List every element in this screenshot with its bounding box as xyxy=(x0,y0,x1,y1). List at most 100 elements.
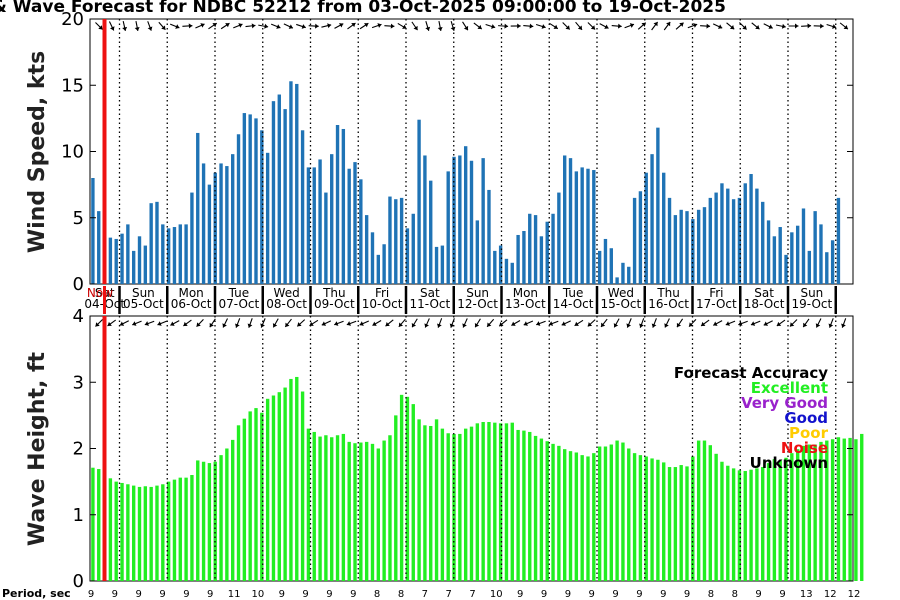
wave-direction-arrow-icon xyxy=(600,318,608,328)
wind-bar xyxy=(364,215,369,284)
wind-bar xyxy=(300,130,305,284)
wind-bar xyxy=(784,254,788,284)
wind-bar xyxy=(662,172,666,284)
wind-bar xyxy=(650,154,654,284)
wind-bar xyxy=(446,171,450,285)
wave-bar xyxy=(242,418,247,581)
wave-bar xyxy=(114,481,118,582)
wave-bar xyxy=(370,443,375,581)
wave-bar xyxy=(143,486,148,581)
wind-bar xyxy=(440,245,445,284)
wind-bar xyxy=(91,178,95,284)
legend-title: Forecast Accuracy xyxy=(674,364,828,382)
wind-bar xyxy=(708,197,712,285)
wind-direction-arrow-icon xyxy=(813,23,824,29)
wave-y-tick-label: 3 xyxy=(73,372,84,393)
wave-bar xyxy=(394,415,398,582)
wave-bar xyxy=(597,446,602,581)
wind-bar xyxy=(120,233,124,284)
wave-direction-arrow-icon xyxy=(424,318,430,328)
wind-bar xyxy=(679,209,683,284)
wind-bar xyxy=(563,155,567,284)
wave-direction-arrow-icon xyxy=(196,318,204,328)
wind-bar xyxy=(481,158,485,285)
wave-bar xyxy=(312,431,316,581)
wave-bar xyxy=(260,412,264,581)
wind-direction-arrow-icon xyxy=(751,22,760,30)
chart-title: & Wave Forecast for NDBC 52212 from 03-O… xyxy=(0,0,726,17)
wind-direction-arrow-icon xyxy=(450,21,456,31)
date-strip-date: 14-Oct xyxy=(553,297,594,311)
legend-poor: Poor xyxy=(789,424,829,442)
wind-direction-arrow-icon xyxy=(535,23,546,29)
wave-direction-arrow-icon xyxy=(144,320,155,326)
wind-bar xyxy=(644,172,648,284)
wave-y-tick-label: 0 xyxy=(73,571,84,592)
wind-direction-arrow-icon xyxy=(687,23,698,29)
wave-bar xyxy=(149,486,153,581)
wind-bar xyxy=(830,240,835,284)
period-value: 7 xyxy=(446,589,452,600)
wave-direction-arrow-icon xyxy=(132,320,142,326)
wind-direction-arrow-icon xyxy=(651,21,659,31)
wave-y-tick-label: 1 xyxy=(73,505,84,526)
date-strip-day: Sat xyxy=(420,286,440,300)
date-strip-date: 09-Oct xyxy=(314,297,355,311)
wave-bar xyxy=(330,437,334,581)
wave-bar xyxy=(359,442,363,581)
wave-bar xyxy=(469,426,474,581)
wave-bar xyxy=(231,439,235,581)
wave-bar xyxy=(644,456,648,581)
wave-bar xyxy=(137,486,142,581)
period-value: 9 xyxy=(279,589,285,600)
wave-bar xyxy=(219,455,223,582)
wind-direction-arrow-icon xyxy=(523,23,534,29)
wind-direction-arrow-icon xyxy=(195,23,205,29)
period-value: 8 xyxy=(398,589,404,600)
wind-direction-arrow-icon xyxy=(258,23,269,29)
wave-bar xyxy=(726,465,730,581)
wind-bar xyxy=(254,118,258,285)
period-value: 9 xyxy=(636,589,642,600)
wave-bar xyxy=(196,460,200,581)
wind-y-tick-label: 15 xyxy=(61,75,84,96)
wave-bar xyxy=(463,428,468,582)
wind-direction-arrow-icon xyxy=(296,23,306,29)
wave-direction-arrow-icon xyxy=(498,319,508,327)
wave-direction-arrow-icon xyxy=(828,318,834,328)
wind-bar xyxy=(551,213,555,284)
wave-direction-arrow-icon xyxy=(474,318,481,328)
wave-bar xyxy=(254,408,258,581)
wave-bar xyxy=(592,453,596,581)
wave-bar xyxy=(667,467,672,581)
wave-bar xyxy=(749,469,753,581)
wave-bar xyxy=(481,422,485,581)
wind-direction-arrow-icon xyxy=(270,23,281,29)
wave-direction-arrow-icon xyxy=(688,319,697,327)
wind-direction-arrow-icon xyxy=(122,21,128,31)
wind-bar xyxy=(434,246,439,284)
wave-direction-arrow-icon xyxy=(296,319,306,327)
wind-bar xyxy=(749,174,753,284)
wind-y-tick-label: 0 xyxy=(73,274,84,295)
wind-direction-arrow-icon xyxy=(775,23,786,29)
period-row: 9 9 9 9 9 9 11 10 9 9 9 9 8 8 7 7 7 10 9 9 9 9 9 9 9 9 8 8 9 9 13 12 12 xyxy=(88,589,861,600)
wave-bar xyxy=(813,444,817,581)
wind-direction-arrow-icon xyxy=(283,23,294,29)
wind-y-axis-label: Wind Speed, kts xyxy=(25,51,50,253)
date-strip-day: Thu xyxy=(656,286,680,300)
wind-bar xyxy=(685,211,689,285)
wind-bar xyxy=(265,152,270,284)
wave-bar xyxy=(772,459,777,581)
wave-bar xyxy=(563,449,567,581)
wave-bar xyxy=(184,477,188,581)
period-value: 9 xyxy=(589,589,595,600)
wind-bar xyxy=(161,224,165,285)
wave-direction-arrow-icon xyxy=(676,318,684,328)
wave-bar xyxy=(126,484,130,581)
wave-y-tick-label: 2 xyxy=(73,439,84,460)
wave-bar xyxy=(155,485,159,581)
wave-direction-arrow-icon xyxy=(372,319,382,327)
wind-bar xyxy=(726,188,730,284)
period-label: Period, sec xyxy=(2,587,71,600)
